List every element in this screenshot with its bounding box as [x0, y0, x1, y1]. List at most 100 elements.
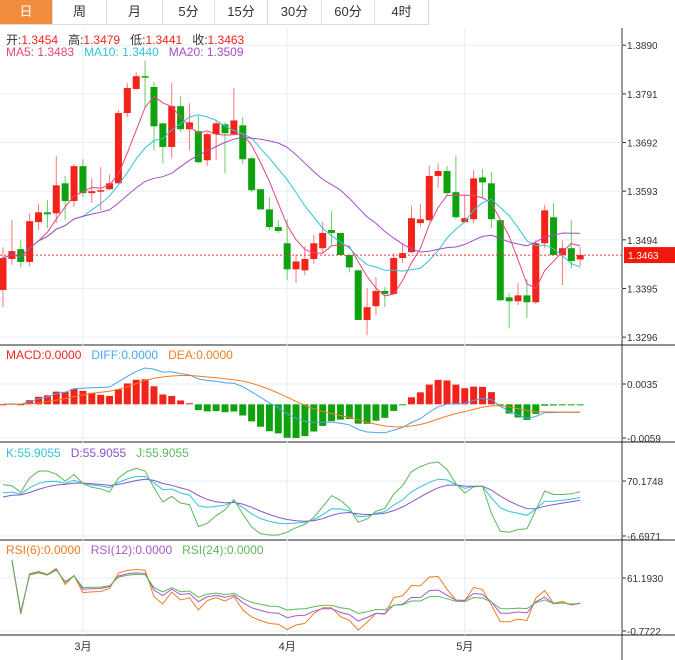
- candle: [141, 60, 149, 108]
- candle: [336, 232, 344, 256]
- close-label: 收:: [192, 33, 208, 47]
- diff-line: [2, 367, 581, 434]
- low-label: 低:: [130, 33, 146, 47]
- macd-bar: [159, 394, 167, 405]
- candle: [461, 195, 469, 224]
- open-value: 1.3454: [21, 33, 59, 47]
- macd-bar: [132, 379, 140, 405]
- candle-body: [310, 243, 318, 260]
- price-tick-label: 1.3692: [627, 139, 658, 150]
- macd-bar: [221, 404, 229, 413]
- candle-body: [461, 218, 469, 223]
- macd-bar: [141, 379, 149, 405]
- tab-1[interactable]: 周: [53, 0, 107, 24]
- kdj-tick-label: 70.1748: [627, 477, 664, 488]
- rsi6-line: [11, 559, 581, 631]
- candle-body: [328, 230, 336, 233]
- candle-body: [203, 134, 211, 161]
- tab-2[interactable]: 月: [107, 0, 163, 24]
- candle: [106, 174, 114, 191]
- candle: [159, 123, 167, 164]
- candle-body: [221, 124, 229, 134]
- tab-6[interactable]: 60分: [322, 0, 375, 24]
- candle-body: [496, 220, 504, 301]
- candle-body: [479, 177, 487, 183]
- macd-bar: [354, 404, 362, 424]
- tab-7[interactable]: 4时: [375, 0, 429, 24]
- candle-body: [283, 243, 291, 270]
- candle: [363, 287, 371, 336]
- candle-body: [550, 217, 558, 256]
- candle: [328, 211, 336, 246]
- candle: [301, 246, 309, 276]
- rsi12-value: RSI(12):0.0000: [90, 543, 173, 557]
- ma10-value: MA10: 1.3440: [84, 45, 159, 59]
- rsi6-value: RSI(6):0.0000: [6, 543, 81, 557]
- candle-body: [52, 185, 60, 214]
- tab-3[interactable]: 5分: [163, 0, 215, 24]
- candle: [26, 213, 34, 267]
- macd-bar: [558, 404, 566, 406]
- candle: [0, 247, 7, 308]
- candle: [399, 243, 407, 263]
- candle: [496, 220, 504, 302]
- macd-info: MACD:0.0000 DIFF:0.0000 DEA:0.0000: [6, 348, 233, 362]
- macd-bar: [336, 404, 344, 420]
- macd-bar: [487, 392, 495, 405]
- candle-body: [257, 189, 265, 210]
- candle-body: [70, 166, 78, 202]
- candle: [443, 166, 451, 196]
- candle: [123, 83, 131, 117]
- candle-body: [363, 307, 371, 320]
- candle: [523, 279, 531, 318]
- candle-body: [159, 123, 167, 147]
- ohlc-info: 开:1.3454 高:1.3479 低:1.3441 收:1.3463: [6, 31, 244, 48]
- macd-bar: [292, 404, 300, 438]
- d-line: [2, 478, 581, 522]
- macd-bar: [248, 404, 256, 422]
- high-value: 1.3479: [83, 33, 121, 47]
- kdj-info: K:55.9055 D:55.9055 J:55.9055: [6, 446, 189, 460]
- candle-body: [61, 183, 69, 202]
- candle-body: [514, 295, 522, 302]
- low-value: 1.3441: [145, 33, 183, 47]
- macd-bar: [381, 404, 389, 418]
- candle: [416, 203, 424, 228]
- candle-body: [336, 232, 344, 256]
- x-axis-label: 4月: [279, 641, 296, 653]
- candle: [576, 247, 584, 266]
- price-tick-label: 1.3296: [627, 333, 658, 344]
- ma5-line: [2, 95, 581, 297]
- macd-bar: [212, 404, 220, 412]
- tab-0[interactable]: 日: [0, 0, 53, 24]
- candle-body: [88, 191, 96, 194]
- macd-bar: [283, 404, 291, 438]
- candle-body: [576, 255, 584, 260]
- macd-bar: [425, 384, 433, 405]
- tab-5[interactable]: 30分: [268, 0, 322, 24]
- candle: [345, 255, 353, 273]
- candle-body: [132, 76, 140, 89]
- ma20-value: MA20: 1.3509: [168, 45, 244, 59]
- candle-body: [523, 295, 531, 303]
- macd-bar: [407, 397, 415, 405]
- candle: [452, 155, 460, 220]
- candle-body: [354, 270, 362, 320]
- candle: [532, 240, 540, 305]
- candle-body: [114, 113, 122, 184]
- candle-body: [407, 218, 415, 253]
- macd-bar: [505, 404, 513, 414]
- candle-body: [319, 232, 327, 249]
- candle: [239, 116, 247, 165]
- candle: [505, 292, 513, 329]
- tab-4[interactable]: 15分: [215, 0, 268, 24]
- macd-bar: [0, 404, 7, 406]
- candle: [265, 197, 273, 231]
- candle: [434, 163, 442, 189]
- candle: [61, 175, 69, 221]
- dea-line: [2, 374, 581, 428]
- candle-body: [425, 175, 433, 221]
- macd-bar: [452, 384, 460, 405]
